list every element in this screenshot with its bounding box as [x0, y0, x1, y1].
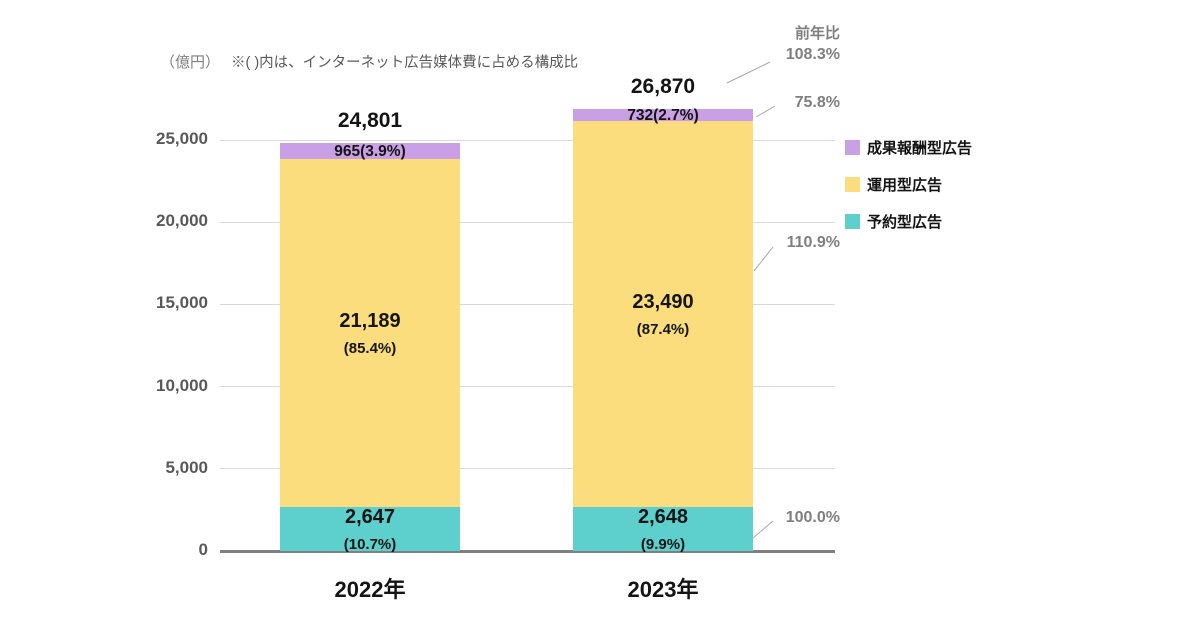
bar-segment — [280, 159, 460, 508]
segment-labels: 732(2.7%) — [573, 106, 753, 124]
legend-swatch — [845, 140, 860, 155]
segment-labels: 23,490 (87.4%) — [573, 121, 753, 507]
segment-value-label: 965(3.9%) — [334, 142, 406, 160]
x-axis-category-label: 2023年 — [627, 577, 699, 602]
y-axis-tick-label: 25,000 — [156, 129, 208, 148]
annotation-label: 110.9% — [786, 234, 840, 251]
segment-value-label: (87.4%) — [636, 320, 690, 338]
gridline — [220, 221, 835, 223]
legend-label: 成果報酬型広告 — [867, 140, 973, 157]
x-axis-line — [220, 549, 835, 553]
segment-labels: 965(3.9%) — [280, 142, 460, 160]
segment-value-label: (10.7%) — [343, 535, 397, 553]
y-axis-tick-label: 20,000 — [156, 211, 208, 231]
segment-value-label: 23,490 — [632, 290, 694, 313]
segment-value-label: 21,189 — [339, 309, 401, 332]
legend-swatch — [845, 214, 860, 229]
legend-label: 運用型広告 — [867, 177, 943, 194]
bar-segment — [280, 143, 460, 160]
annotation-label: 108.3% — [785, 46, 840, 63]
yoy-header-label: 前年比 — [794, 25, 840, 42]
bar-segment — [573, 121, 753, 508]
y-axis-tick-label: 10,000 — [156, 375, 208, 395]
gridline — [220, 303, 835, 305]
segment-value-label: 2,648 — [637, 505, 689, 528]
y-axis-tick-label: 15,000 — [156, 293, 208, 313]
x-axis-category-label: 2022年 — [334, 577, 406, 602]
y-axis-tick-label: 5,000 — [165, 457, 208, 477]
bar-total-label: 26,870 — [630, 75, 696, 99]
segment-labels: 21,189 (85.4%) — [280, 159, 460, 507]
legend-item: 成果報酬型広告 — [845, 137, 972, 158]
chart-note: ※( )内は、インターネット広告媒体費に占める構成比 — [231, 55, 579, 71]
bar-segment — [280, 507, 460, 551]
legend-item: 運用型広告 — [845, 174, 942, 195]
segment-labels: 2,647 (10.7%) — [280, 505, 460, 553]
gridline — [220, 468, 835, 470]
annotation-label: 100.0% — [785, 509, 840, 526]
legend-swatch — [845, 177, 860, 192]
segment-value-label: 2,647 — [344, 505, 396, 528]
y-axis-unit-label: （億円） — [160, 54, 221, 71]
segment-value-label: (9.9%) — [640, 535, 686, 553]
gridline — [220, 386, 835, 388]
segment-labels: 2,648 (9.9%) — [573, 505, 753, 553]
segment-value-label: 732(2.7%) — [627, 106, 699, 124]
bar-segment — [573, 109, 753, 122]
gridline — [220, 139, 835, 141]
legend-label: 予約型広告 — [867, 214, 943, 231]
y-axis-tick-label: 0 — [198, 540, 208, 559]
legend-item: 予約型広告 — [845, 211, 942, 232]
bar-segment — [573, 507, 753, 551]
annotation-label: 75.8% — [794, 94, 840, 111]
bar-total-label: 24,801 — [337, 109, 403, 133]
segment-value-label: (85.4%) — [343, 339, 397, 357]
